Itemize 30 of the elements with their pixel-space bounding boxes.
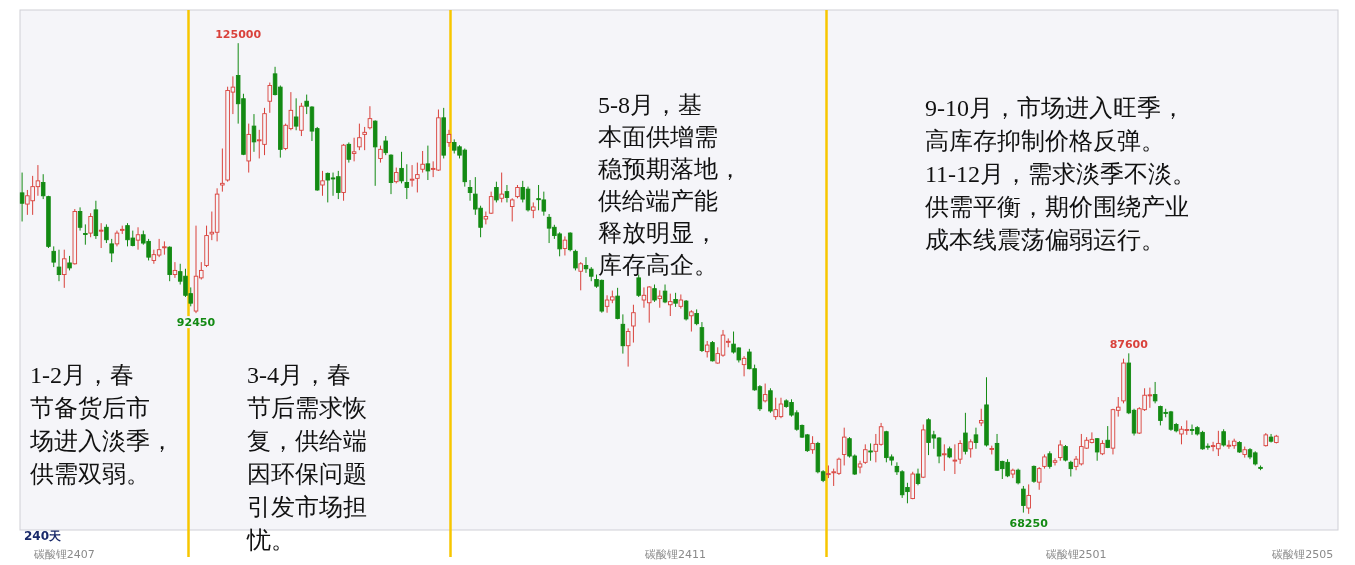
- annotation: 因环保问题: [247, 461, 367, 487]
- annotation: 节后需求恢: [247, 395, 367, 421]
- annotation: 5-8月，基: [598, 92, 702, 118]
- annotation: 忧。: [246, 527, 295, 553]
- x-tick-label: 碳酸锂2505: [1271, 548, 1334, 561]
- annotation: 92450: [176, 316, 216, 330]
- annotation: 供给端产能: [598, 188, 718, 214]
- annotation: 68250: [1009, 516, 1049, 530]
- annotation: 供需平衡，期价围绕产业: [925, 194, 1189, 220]
- annotation: 场进入淡季，: [29, 428, 174, 454]
- annotation: 引发市场担: [247, 494, 367, 520]
- x-tick-label: 碳酸锂2501: [1044, 548, 1107, 561]
- x-tick-label: 碳酸锂2407: [32, 548, 95, 561]
- annotation: 成本线震荡偏弱运行。: [925, 227, 1165, 253]
- annotation: 1-2月，春: [30, 362, 134, 388]
- annotation: 3-4月，春: [247, 362, 351, 388]
- x-tick-label: 碳酸锂2411: [644, 548, 707, 561]
- annotation: 节备货后市: [30, 395, 150, 421]
- annotation: 240天: [24, 529, 63, 543]
- annotation: 复，供给端: [247, 428, 367, 454]
- annotation: 本面供增需: [598, 124, 718, 150]
- annotation: 稳预期落地，: [598, 156, 742, 182]
- annotation: 87600: [1109, 338, 1149, 352]
- annotation: 高库存抑制价格反弹。: [925, 128, 1165, 154]
- annotation: 9-10月，市场进入旺季，: [925, 95, 1185, 121]
- annotation: 11-12月，需求淡季不淡。: [925, 161, 1197, 187]
- annotation: 释放明显，: [598, 220, 718, 246]
- annotation: 供需双弱。: [30, 461, 150, 487]
- annotation: 125000: [215, 28, 262, 42]
- annotation: 库存高企。: [598, 252, 718, 278]
